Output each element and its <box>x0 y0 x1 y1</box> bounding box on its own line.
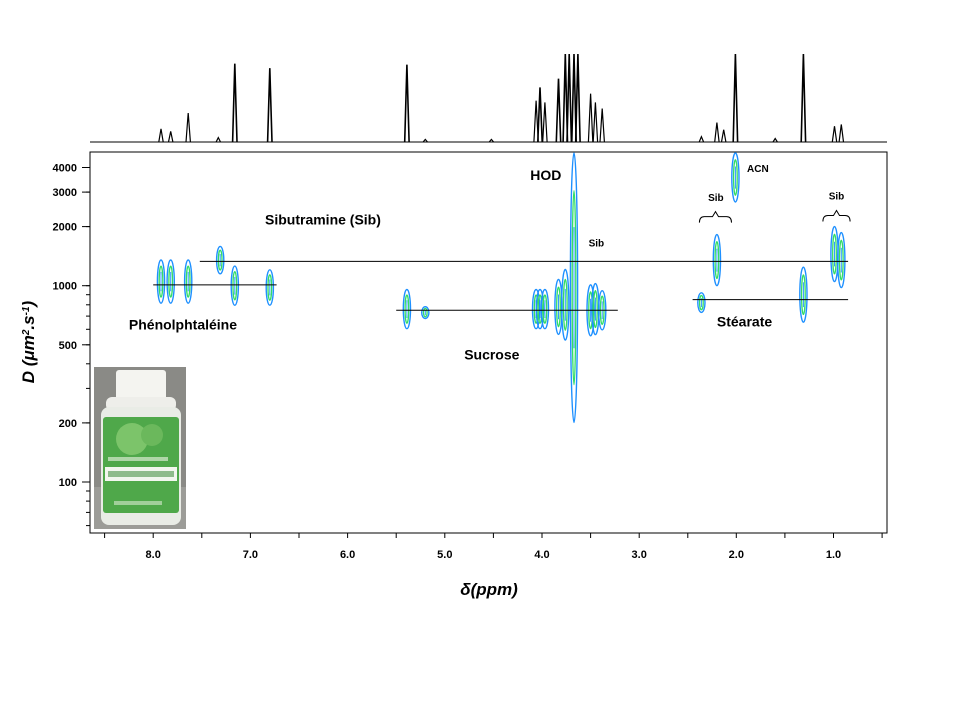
y-title-close: ) <box>19 300 38 308</box>
spectrum-peak-14 <box>566 53 573 143</box>
spectrum-peak-24 <box>772 137 778 143</box>
label-subtext-band <box>108 457 168 461</box>
spectrum-peak-11 <box>542 102 548 143</box>
proton-spectrum-projection <box>90 53 887 143</box>
x-tick-label-3: 5.0 <box>437 549 452 561</box>
y-title-m: m <box>19 335 38 350</box>
cross-peak-7 <box>420 306 430 320</box>
spectrum-peak-10 <box>537 87 543 143</box>
x-tick-label-2: 6.0 <box>340 549 355 561</box>
cross-peak-19 <box>731 152 740 203</box>
x-tick-label-4: 4.0 <box>534 549 549 561</box>
spectrum-peak-21 <box>714 122 720 143</box>
cross-peak-12 <box>561 268 570 341</box>
x-axis: 8.0 7.0 6.0 5.0 4.0 3.0 2.0 1.0 <box>104 533 883 561</box>
cross-peak-21 <box>830 225 839 283</box>
spectrum-peak-4 <box>231 63 238 143</box>
x-tick-label-1: 7.0 <box>243 549 258 561</box>
cross-peak-2 <box>183 259 193 304</box>
spectrum-peak-18 <box>592 102 599 143</box>
spectrum-peak-15 <box>571 53 577 143</box>
spectrum-peak-25 <box>800 53 807 143</box>
spectrum-peak-8 <box>488 138 495 143</box>
annotations: Sibutramine (Sib) Phénolphtaléine Sucrose H… <box>129 164 844 363</box>
spectrum-peak-19 <box>599 108 605 143</box>
brace-0 <box>698 210 732 223</box>
label-bottom-text <box>114 501 162 505</box>
cross-peak-10 <box>540 288 550 330</box>
spectrum-peak-20 <box>698 135 705 143</box>
label-acn: ACN <box>747 164 769 175</box>
y-tick-label-6: 4000 <box>53 163 77 175</box>
label-sucrose: Sucrose <box>464 347 519 363</box>
cross-peak-5 <box>265 269 275 306</box>
brace-1 <box>822 209 851 222</box>
x-axis-unit: (ppm) <box>471 580 519 599</box>
y-axis-title: D (μm2.s-1) <box>19 300 38 383</box>
y-title-sup1: 2 <box>21 329 32 336</box>
spectrum-peak-6 <box>403 64 410 143</box>
label-stearate: Stéarate <box>717 314 772 330</box>
spectrum-peak-23 <box>732 53 739 143</box>
spectrum-peak-12 <box>555 78 562 143</box>
y-title-s: .s <box>19 315 38 329</box>
bottle-cap <box>116 370 166 400</box>
spectrum-peak-26 <box>831 126 838 143</box>
plot-frame <box>89 151 888 534</box>
label-text-mark-1 <box>108 471 174 477</box>
y-tick-label-0: 100 <box>59 477 77 489</box>
y-tick-label-2: 500 <box>59 340 77 352</box>
reference-lines <box>153 260 849 311</box>
cross-peak-22 <box>837 231 846 289</box>
cross-peak-1 <box>166 259 175 304</box>
label-sibutramine: Sibutramine (Sib) <box>265 212 381 228</box>
product-bottle-photo <box>94 367 186 529</box>
label-fruit-graphic <box>116 423 148 455</box>
x-axis-title: δ(ppm) <box>460 580 518 599</box>
spectrum-peak-17 <box>587 93 594 143</box>
y-tick-label-1: 200 <box>59 418 77 430</box>
delta-symbol: δ <box>460 580 471 599</box>
cross-peak-4 <box>230 265 240 307</box>
y-tick-label-5: 3000 <box>53 187 77 199</box>
spectrum-peak-1 <box>167 131 174 143</box>
x-tick-label-6: 2.0 <box>729 549 744 561</box>
label-sib-22: Sib <box>708 193 724 204</box>
spectrum-peak-5 <box>266 68 273 143</box>
x-tick-label-5: 3.0 <box>632 549 647 561</box>
y-title-d: D ( <box>19 358 38 383</box>
spectrum-peak-22 <box>720 129 727 143</box>
spectrum-peak-7 <box>422 138 428 143</box>
cross-peak-17 <box>697 292 706 314</box>
y-tick-label-3: 1000 <box>53 281 77 293</box>
y-title-mu: μ <box>19 350 38 362</box>
y-axis: 100 200 500 1000 2000 3000 4000 <box>53 163 90 527</box>
x-tick-label-0: 8.0 <box>146 549 161 561</box>
spectrum-peak-0 <box>158 128 164 143</box>
label-hod: HOD <box>530 167 561 183</box>
x-tick-label-7: 1.0 <box>826 549 841 561</box>
label-sib-hod: Sib <box>589 239 605 250</box>
cross-peaks <box>156 152 846 424</box>
y-tick-label-4: 2000 <box>53 222 77 234</box>
cross-peak-20 <box>799 266 808 323</box>
spectrum-peak-27 <box>838 124 845 143</box>
label-phenolphtaleine: Phénolphtaléine <box>129 316 237 332</box>
label-sib-09: Sib <box>829 192 845 203</box>
spectrum-peak-16 <box>574 53 581 143</box>
y-title-sup2: -1 <box>21 306 32 315</box>
spectrum-peak-2 <box>185 112 191 143</box>
cross-peak-0 <box>156 259 166 304</box>
label-fruit-graphic-2 <box>141 424 163 446</box>
cross-peak-3 <box>215 245 225 275</box>
cross-peak-13 <box>569 152 579 424</box>
cross-peak-18 <box>712 233 722 287</box>
cross-peak-6 <box>402 288 412 330</box>
spectrum-peak-3 <box>215 136 222 143</box>
sib-braces <box>698 209 851 223</box>
spectrum-peak-13 <box>562 53 569 143</box>
